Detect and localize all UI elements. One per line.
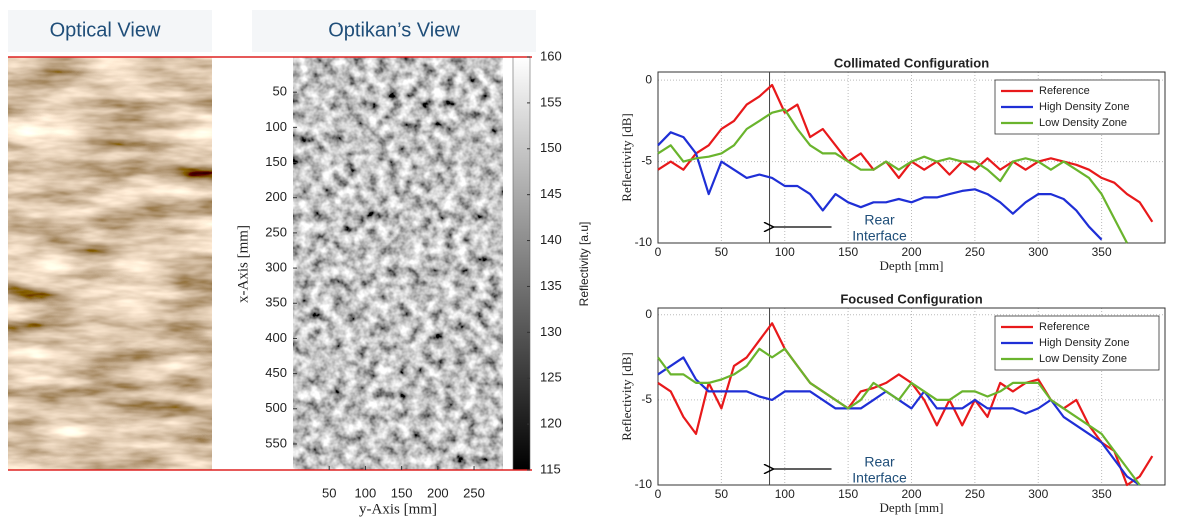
chart-title: Collimated Configuration xyxy=(834,55,989,70)
x-tick-label: 250 xyxy=(965,487,985,501)
x-tick-label: 50 xyxy=(715,245,729,259)
x-tick-label: 200 xyxy=(901,487,921,501)
optical-image xyxy=(8,57,212,470)
annotation: Rear xyxy=(864,212,895,228)
series-line xyxy=(657,108,1128,244)
panel-title: Optikan’s View xyxy=(328,19,460,41)
colorbar-tick-label: 160 xyxy=(540,48,562,63)
x-tick-label: 350 xyxy=(1092,245,1112,259)
legend-label: Reference xyxy=(1039,85,1090,97)
y-tick-label: 50 xyxy=(273,84,287,99)
annotation: Interface xyxy=(852,228,907,244)
x-tick-label: 200 xyxy=(427,485,449,500)
header-box xyxy=(252,10,536,52)
x-tick-label: 200 xyxy=(901,245,921,259)
colorbar-tick-label: 155 xyxy=(540,94,562,109)
plot-frame xyxy=(657,71,1166,244)
legend-label: Low Density Zone xyxy=(1039,353,1127,365)
annotation: Interface xyxy=(852,470,907,486)
x-tick-label: 100 xyxy=(775,245,795,259)
x-tick-label: 100 xyxy=(355,485,377,500)
y-tick-label: 150 xyxy=(265,154,287,169)
y-tick-label: 350 xyxy=(265,295,287,310)
header-box xyxy=(8,10,212,52)
colorbar-tick-label: 135 xyxy=(540,278,562,293)
colorbar-tick-label: 145 xyxy=(540,186,562,201)
x-tick-label: 350 xyxy=(1092,487,1112,501)
legend-label: High Density Zone xyxy=(1039,337,1130,349)
heatmap-image xyxy=(293,57,503,470)
y-axis-label: Reflectivity [dB] xyxy=(619,352,634,440)
panel-title: Optical View xyxy=(50,19,161,41)
y-tick-label: 100 xyxy=(265,119,287,134)
colorbar-label: Reflectivity [a.u] xyxy=(577,222,591,307)
x-tick-label: 150 xyxy=(391,485,413,500)
y-tick-label: -10 xyxy=(635,235,653,249)
x-tick-label: 0 xyxy=(655,487,662,501)
y-tick-label: 200 xyxy=(265,189,287,204)
colorbar-tick-label: 150 xyxy=(540,140,562,155)
y-tick-label: 0 xyxy=(645,307,652,321)
chart-title: Focused Configuration xyxy=(840,291,982,306)
y-tick-label: 250 xyxy=(265,224,287,239)
y-tick-label: -5 xyxy=(641,392,652,406)
x-tick-label: 50 xyxy=(322,485,336,500)
series-line xyxy=(657,83,1154,223)
y-tick-label: 500 xyxy=(265,400,287,415)
y-tick-label: -10 xyxy=(635,477,653,491)
x-tick-label: 250 xyxy=(463,485,485,500)
series-line xyxy=(657,322,1154,487)
x-tick-label: 250 xyxy=(965,245,985,259)
colorbar-tick-label: 125 xyxy=(540,370,562,385)
x-tick-label: 0 xyxy=(655,245,662,259)
y-axis-label: x-Axis [mm] xyxy=(235,225,251,303)
plot-frame xyxy=(657,307,1166,486)
x-tick-label: 300 xyxy=(1028,245,1048,259)
x-tick-label: 150 xyxy=(838,487,858,501)
y-tick-label: 450 xyxy=(265,365,287,380)
colorbar-tick-label: 115 xyxy=(540,461,561,476)
colorbar-tick-label: 120 xyxy=(540,416,562,431)
series-line xyxy=(657,131,1103,241)
y-tick-label: 550 xyxy=(265,435,287,450)
x-axis-label: Depth [mm] xyxy=(880,500,944,515)
x-tick-label: 150 xyxy=(838,245,858,259)
x-axis-label: y-Axis [mm] xyxy=(359,501,437,517)
y-tick-label: 0 xyxy=(645,72,652,86)
x-tick-label: 100 xyxy=(775,487,795,501)
series-line xyxy=(657,347,1141,486)
x-tick-label: 300 xyxy=(1028,487,1048,501)
y-axis-label: Reflectivity [dB] xyxy=(619,113,634,201)
y-tick-label: -5 xyxy=(641,154,652,168)
y-tick-label: 300 xyxy=(265,260,287,275)
y-tick-label: 400 xyxy=(265,330,287,345)
x-axis-label: Depth [mm] xyxy=(880,258,944,273)
colorbar-tick-label: 130 xyxy=(540,324,562,339)
legend-label: High Density Zone xyxy=(1039,101,1130,113)
colorbar-tick-label: 140 xyxy=(540,232,562,247)
x-tick-label: 50 xyxy=(715,487,729,501)
legend-label: Low Density Zone xyxy=(1039,117,1127,129)
annotation: Rear xyxy=(864,454,895,470)
legend-label: Reference xyxy=(1039,321,1090,333)
colorbar xyxy=(512,56,531,471)
